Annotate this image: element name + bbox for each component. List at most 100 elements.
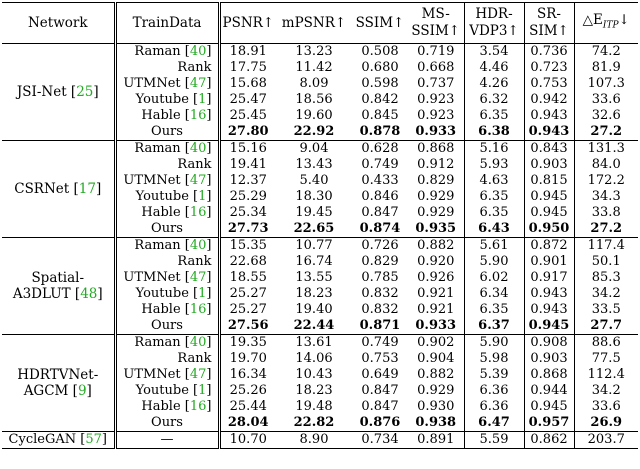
metric-value: 88.6 bbox=[591, 335, 621, 350]
metric-value: 0.862 bbox=[524, 431, 575, 449]
metric-value: 16.74 bbox=[295, 254, 333, 269]
metric-value: 0.891 bbox=[408, 431, 465, 449]
metric-value: 0.846 bbox=[361, 189, 399, 204]
metric-value: 0.734 bbox=[361, 432, 399, 447]
metric-value: 22.82 bbox=[293, 415, 335, 430]
header-hdrvdp-line2: VDP3↑ bbox=[469, 23, 519, 39]
network-name: AGCM bbox=[23, 383, 69, 399]
metric-value: 33.8 bbox=[591, 205, 621, 220]
metric-value: 0.943 bbox=[524, 286, 575, 302]
metric-value: 0.945 bbox=[524, 205, 575, 221]
citation-link[interactable]: 40 bbox=[189, 238, 207, 253]
metric-value: 0.945 bbox=[524, 399, 575, 415]
header-delta-e: △EITP↓ bbox=[574, 3, 638, 44]
metric-value: 112.4 bbox=[587, 367, 625, 382]
header-traindata: TrainData bbox=[115, 2, 221, 44]
metric-value: 4.63 bbox=[464, 173, 525, 189]
citation-link[interactable]: 25 bbox=[76, 84, 94, 100]
citation-link[interactable]: 16 bbox=[189, 205, 207, 220]
citation-link[interactable]: 16 bbox=[189, 302, 207, 317]
metric-value: 0.929 bbox=[408, 189, 465, 205]
citation-link[interactable]: 47 bbox=[189, 367, 207, 382]
metric-value: 85.3 bbox=[591, 270, 621, 285]
citation-link[interactable]: 1 bbox=[198, 286, 207, 301]
citation-link[interactable]: 57 bbox=[85, 432, 102, 447]
metric-value: 19.70 bbox=[229, 351, 267, 366]
header-delta-e-symbol: △E bbox=[582, 11, 603, 28]
metric-value: 0.878 bbox=[359, 124, 401, 139]
metric-value: 131.3 bbox=[587, 141, 625, 156]
traindata-name: Rank bbox=[177, 254, 212, 269]
header-srsim-line1: SR- bbox=[537, 6, 561, 22]
metric-value: 6.35 bbox=[464, 302, 525, 318]
metric-value: 0.736 bbox=[524, 43, 575, 60]
table-row: Rank 17.75 11.42 0.680 0.668 4.46 0.723 81.9 bbox=[2, 60, 638, 76]
metric-value: 18.23 bbox=[295, 383, 333, 398]
metric-value: 28.04 bbox=[227, 415, 269, 430]
metric-value: 5.61 bbox=[464, 237, 525, 254]
metric-value: 81.9 bbox=[591, 60, 621, 75]
metric-value: 0.719 bbox=[408, 43, 465, 60]
metric-value: 4.26 bbox=[464, 76, 525, 92]
header-msssim: MS- SSIM↑ bbox=[408, 2, 465, 44]
traindata-cell: Raman [40] bbox=[115, 140, 221, 157]
header-srsim: SR- SIM↑ bbox=[524, 2, 575, 44]
metric-value: 19.35 bbox=[229, 335, 267, 350]
citation-link[interactable]: 16 bbox=[189, 108, 207, 123]
traindata-name: UTMNet bbox=[123, 76, 181, 91]
metric-value: 117.4 bbox=[587, 238, 625, 253]
metric-value: 0.929 bbox=[408, 205, 465, 221]
network-name: A3DLUT bbox=[12, 286, 71, 302]
traindata-cell: Rank bbox=[115, 60, 221, 76]
metric-value: 33.6 bbox=[591, 399, 621, 414]
citation-link[interactable]: 9 bbox=[77, 383, 87, 399]
metric-value: 14.06 bbox=[295, 351, 333, 366]
metric-value: 0.726 bbox=[361, 238, 399, 253]
metric-value: 0.508 bbox=[361, 44, 399, 59]
citation-link[interactable]: 1 bbox=[198, 189, 207, 204]
metric-value: 0.847 bbox=[361, 399, 399, 414]
metric-value: 25.34 bbox=[229, 205, 267, 220]
citation-link[interactable]: 40 bbox=[189, 141, 207, 156]
metric-value: 32.6 bbox=[591, 108, 621, 123]
citation-link[interactable]: 48 bbox=[80, 286, 98, 302]
citation-link[interactable]: 47 bbox=[189, 173, 207, 188]
header-msssim-line1: MS- bbox=[421, 6, 450, 22]
traindata-cell: Ours bbox=[115, 124, 221, 141]
citation-link[interactable]: 40 bbox=[189, 335, 207, 350]
metric-value: 0.876 bbox=[359, 415, 401, 430]
metric-value: 27.2 bbox=[590, 221, 623, 236]
metric-value: 0.943 bbox=[524, 302, 575, 318]
citation-link[interactable]: 47 bbox=[189, 270, 207, 285]
metric-value: 0.815 bbox=[524, 173, 575, 189]
citation-link[interactable]: 1 bbox=[198, 383, 207, 398]
traindata-cell: Hable [16] bbox=[115, 302, 221, 318]
metric-value: 25.47 bbox=[229, 92, 267, 107]
traindata-cell: Rank bbox=[115, 351, 221, 367]
table-row: Ours 28.04 22.82 0.876 0.938 6.47 0.957 26.9 bbox=[2, 415, 638, 432]
table-row: Youtube [1] 25.26 18.23 0.847 0.929 6.36 0.944… bbox=[2, 383, 638, 399]
network-cell: JSI-Net [25] bbox=[2, 43, 117, 141]
metric-value: 9.04 bbox=[299, 141, 329, 156]
header-hdrvdp: HDR- VDP3↑ bbox=[464, 2, 525, 44]
citation-link[interactable]: 47 bbox=[189, 76, 207, 91]
metric-value: 13.55 bbox=[295, 270, 333, 285]
traindata-cell: UTMNet [47] bbox=[115, 173, 221, 189]
citation-link[interactable]: 16 bbox=[189, 399, 207, 414]
metric-value: 16.34 bbox=[229, 367, 267, 382]
traindata-name: Hable bbox=[141, 205, 181, 220]
metric-value: 0.904 bbox=[408, 351, 465, 367]
metric-value: 10.70 bbox=[229, 432, 267, 447]
metric-value: 0.917 bbox=[524, 270, 575, 286]
table-row: JSI-Net [25] Raman [40] 18.91 13.23 0.508 0.7… bbox=[2, 43, 638, 141]
traindata-cell: Hable [16] bbox=[115, 108, 221, 124]
citation-link[interactable]: 1 bbox=[198, 92, 207, 107]
metric-value: 18.30 bbox=[295, 189, 333, 204]
citation-link[interactable]: 17 bbox=[78, 181, 96, 197]
metric-value: 19.60 bbox=[295, 108, 333, 123]
table-row: Youtube [1] 25.47 18.56 0.842 0.923 6.32 0.942… bbox=[2, 92, 638, 108]
metric-value: 0.628 bbox=[361, 141, 399, 156]
citation-link[interactable]: 40 bbox=[189, 44, 207, 59]
traindata-name: Rank bbox=[177, 60, 212, 75]
traindata-cell: Youtube [1] bbox=[115, 383, 221, 399]
